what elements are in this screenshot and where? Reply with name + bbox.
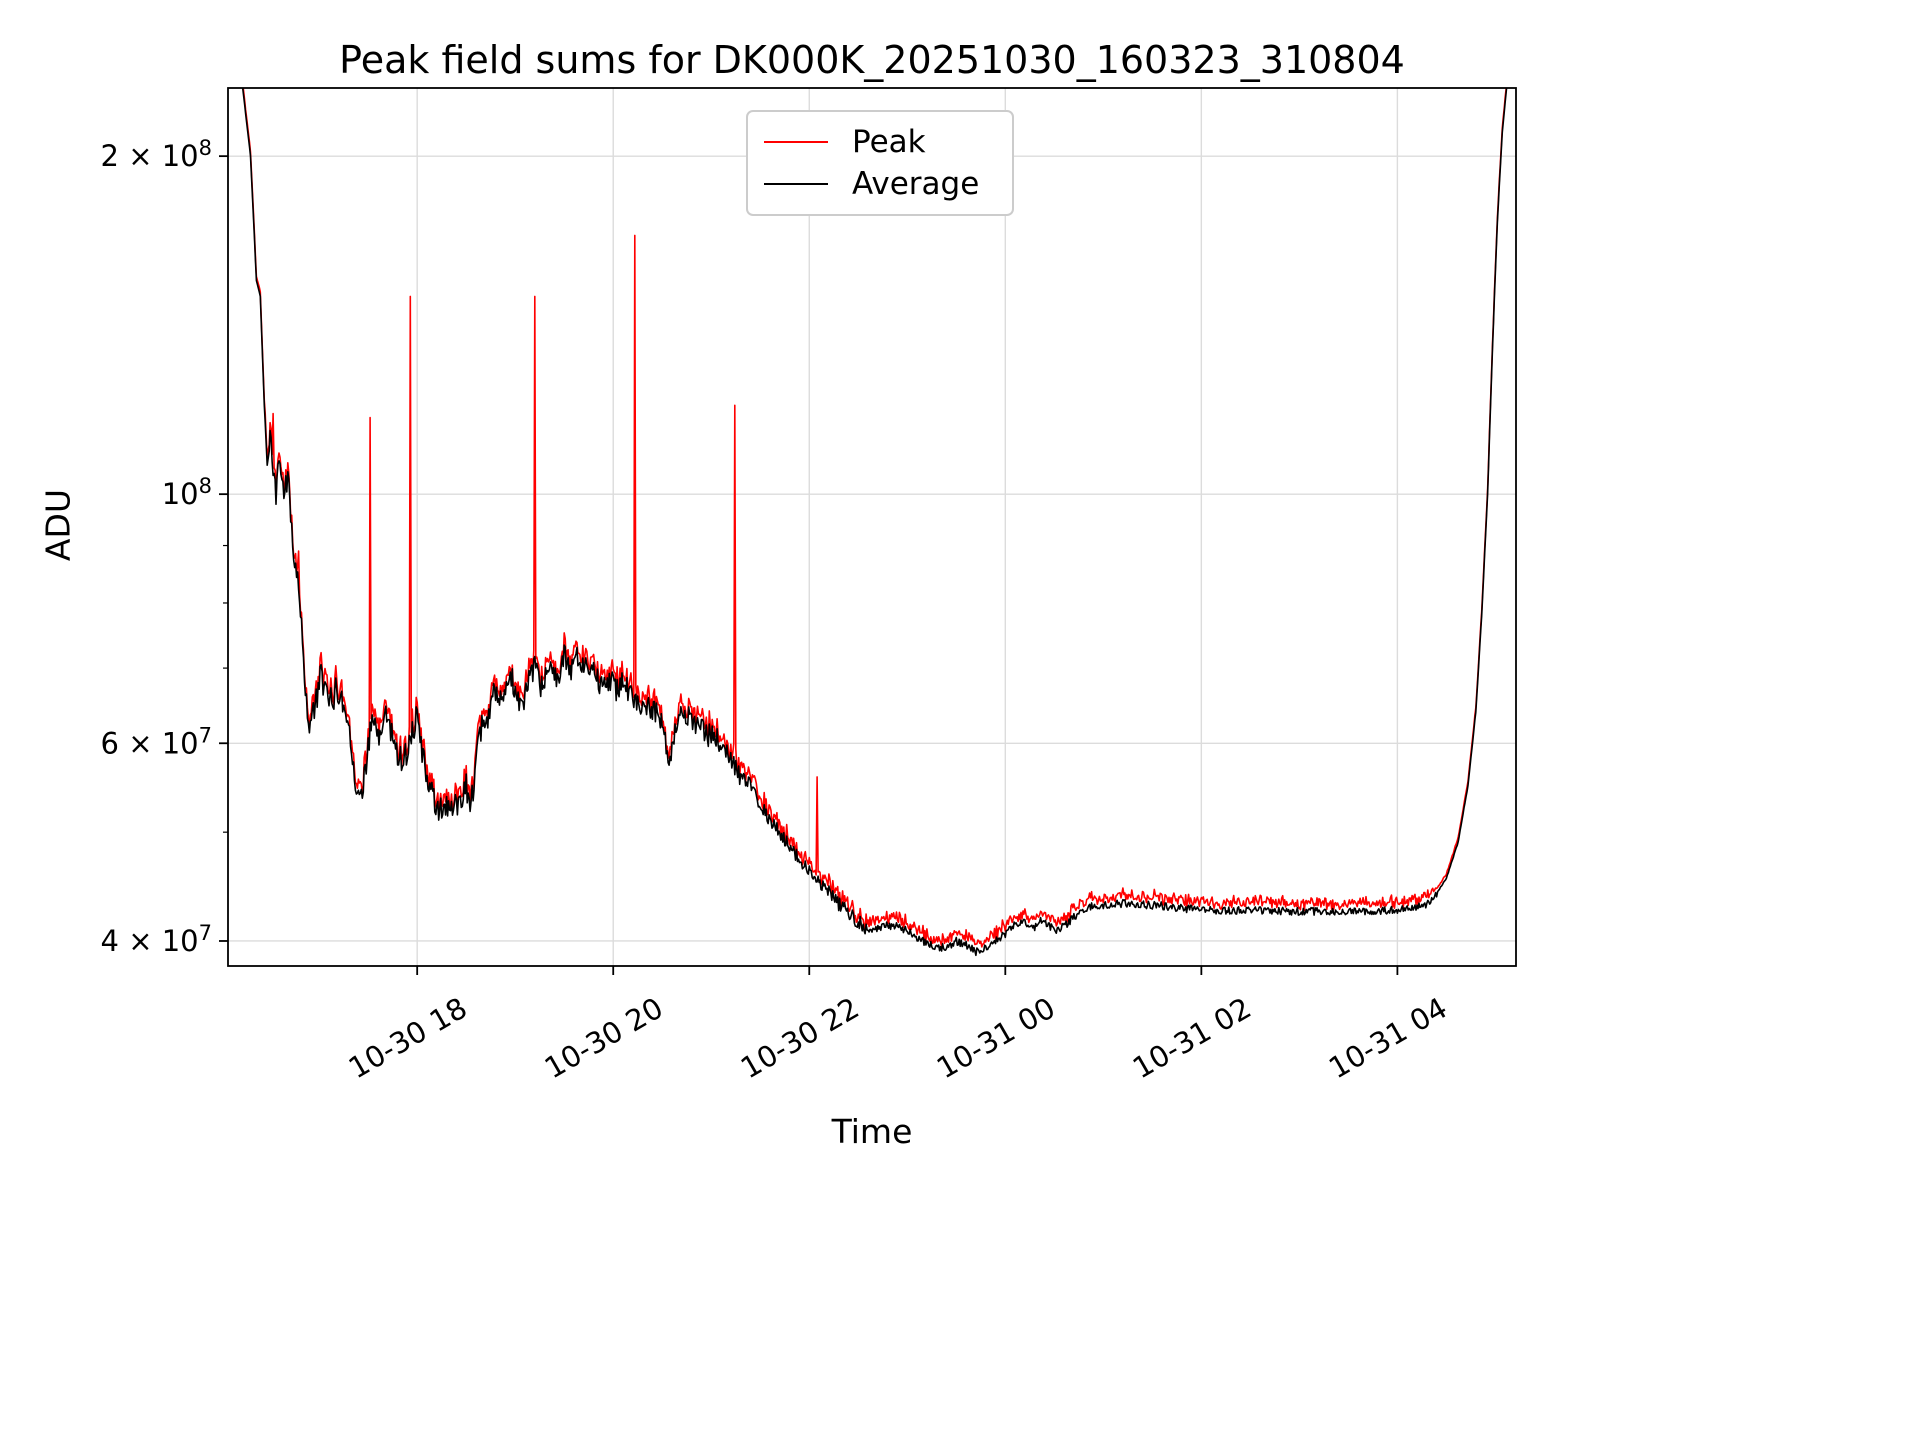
legend-label-average: Average bbox=[852, 166, 980, 202]
peak-line-sample bbox=[764, 141, 828, 143]
legend: Peak Average bbox=[746, 110, 1014, 216]
x-tick-label: 10-30 20 bbox=[539, 991, 669, 1086]
x-tick-label: 10-31 00 bbox=[931, 991, 1061, 1086]
x-tick-label: 10-30 22 bbox=[735, 991, 865, 1086]
x-axis-label: Time bbox=[831, 1112, 913, 1151]
average-line-sample bbox=[764, 183, 828, 185]
y-tick-label: 108 bbox=[162, 474, 212, 511]
x-tick-label: 10-30 18 bbox=[343, 991, 473, 1086]
plot-title: Peak field sums for DK000K_20251030_1603… bbox=[339, 38, 1405, 82]
plot-frame bbox=[227, 87, 1517, 967]
legend-entry-peak: Peak bbox=[764, 124, 996, 160]
series-path-average bbox=[239, 88, 1508, 957]
y-axis-label: ADU bbox=[38, 488, 78, 562]
y-tick-label: 2 × 108 bbox=[101, 136, 212, 173]
grid bbox=[228, 88, 1516, 966]
legend-label-peak: Peak bbox=[852, 124, 926, 160]
x-tick-label: 10-31 04 bbox=[1323, 991, 1453, 1086]
series-group bbox=[239, 88, 1508, 957]
legend-entry-average: Average bbox=[764, 166, 996, 202]
y-tick-label: 4 × 107 bbox=[101, 921, 212, 958]
y-tick-label: 6 × 107 bbox=[101, 723, 212, 760]
tick-marks bbox=[219, 155, 1399, 975]
x-tick-label: 10-31 02 bbox=[1127, 991, 1257, 1086]
